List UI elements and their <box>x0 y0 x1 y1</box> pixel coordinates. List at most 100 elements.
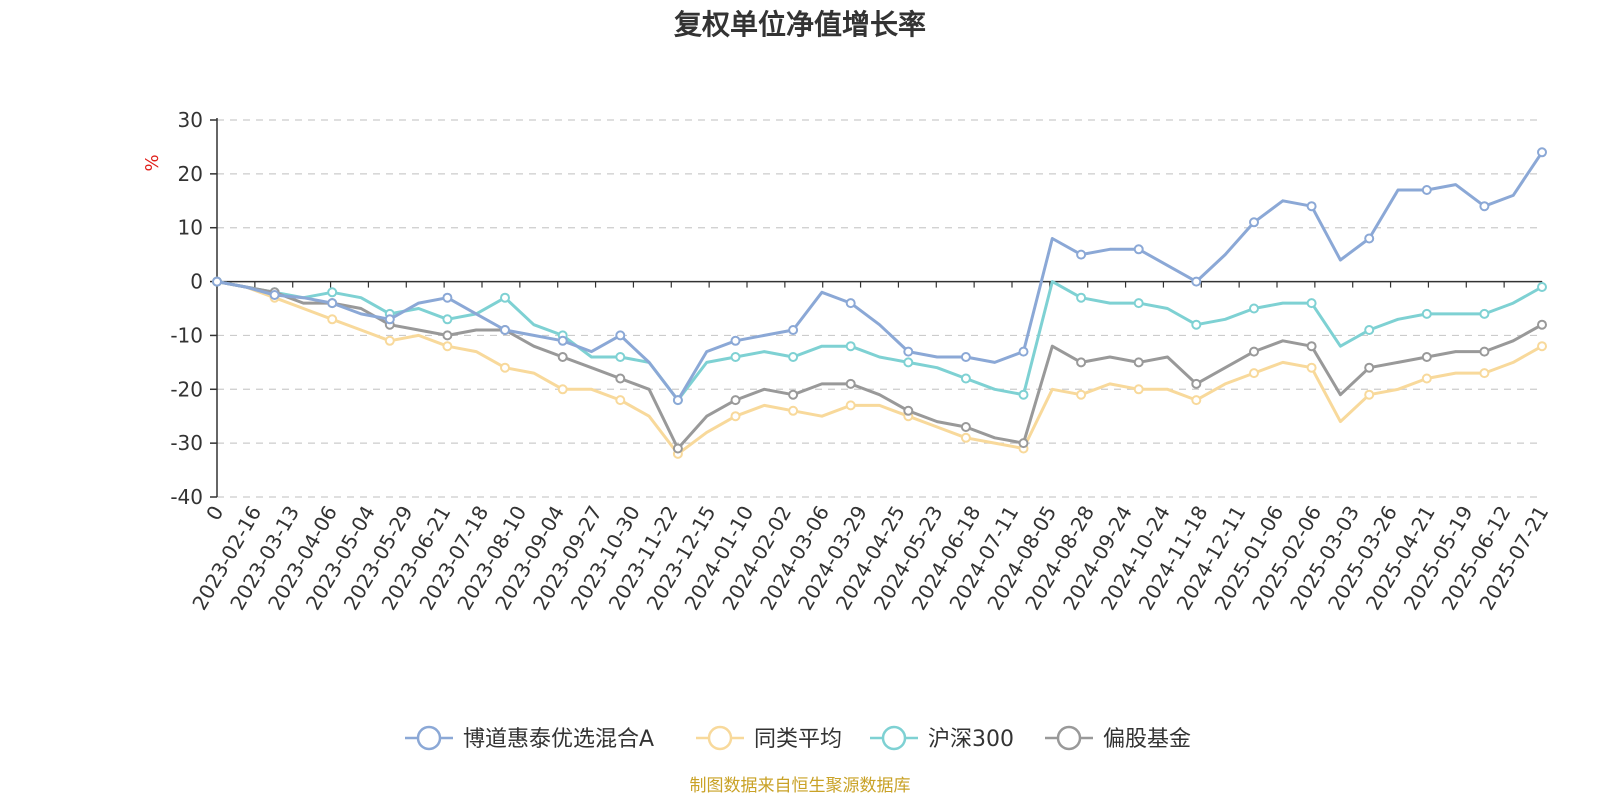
data-point <box>384 314 395 325</box>
x-axis-ticks: 02023-02-162023-03-132023-04-062023-05-0… <box>187 281 1553 614</box>
data-point <box>384 335 395 346</box>
data-point <box>1249 217 1259 228</box>
data-point <box>730 395 741 406</box>
data-point <box>442 292 453 303</box>
data-point <box>1364 362 1375 373</box>
data-point <box>1479 346 1490 357</box>
data-point <box>500 362 510 373</box>
data-point <box>500 292 510 303</box>
data-point <box>500 325 510 335</box>
data-point <box>672 443 683 454</box>
data-point <box>1133 244 1144 255</box>
data-point <box>1076 249 1087 260</box>
data-point <box>960 373 971 384</box>
data-point <box>615 395 626 406</box>
data-point <box>1191 395 1202 406</box>
x-tick-label: 0 <box>201 502 228 525</box>
data-point <box>1133 357 1144 368</box>
legend-item[interactable]: 偏股基金 <box>1045 725 1191 752</box>
data-point <box>442 341 453 352</box>
y-tick-label: 20 <box>178 162 203 186</box>
data-point <box>557 384 568 395</box>
data-point <box>672 395 683 406</box>
legend-label: 偏股基金 <box>1103 727 1191 752</box>
data-point <box>1479 308 1490 319</box>
data-point <box>1364 233 1375 244</box>
data-point <box>615 373 626 384</box>
data-point <box>1537 147 1547 158</box>
data-point <box>1076 389 1087 400</box>
series-line <box>216 151 1544 402</box>
chart-title: 复权单位净值增长率 <box>674 8 926 41</box>
legend-label: 博道惠泰优选混合A <box>463 727 654 752</box>
y-tick-label: -20 <box>170 377 203 401</box>
y-tick-label: -40 <box>170 485 203 509</box>
data-point <box>327 314 338 325</box>
data-point <box>1306 341 1317 352</box>
data-point <box>845 378 856 389</box>
legend[interactable]: 博道惠泰优选混合A 同类平均 沪深300 偏股基金 <box>405 725 1191 752</box>
data-point <box>327 298 338 309</box>
legend-label: 同类平均 <box>754 727 842 752</box>
data-point <box>1191 276 1202 287</box>
data-point <box>1249 346 1259 357</box>
data-point <box>269 290 280 300</box>
legend-marker <box>881 725 907 751</box>
data-point <box>1537 341 1547 352</box>
y-axis-label: % <box>142 154 163 171</box>
data-point <box>1133 298 1144 309</box>
series-line <box>216 280 1543 456</box>
data-point <box>1076 292 1087 303</box>
data-point <box>1018 438 1029 449</box>
data-point <box>1364 389 1375 400</box>
data-point <box>557 335 568 346</box>
y-tick-label: -30 <box>170 431 203 455</box>
data-point <box>1018 389 1029 400</box>
data-point <box>788 325 799 335</box>
legend-marker <box>416 725 442 751</box>
data-point <box>1249 303 1259 314</box>
data-point <box>960 432 971 443</box>
data-point <box>212 276 222 287</box>
data-point <box>1421 308 1432 319</box>
data-point <box>788 352 799 362</box>
data-point <box>1364 325 1375 335</box>
legend-label: 沪深300 <box>928 727 1014 752</box>
data-point <box>1537 282 1547 292</box>
axes <box>216 118 1542 497</box>
data-point <box>1421 373 1432 384</box>
y-tick-label: 0 <box>190 270 203 294</box>
data-point <box>1306 298 1317 309</box>
data-point <box>1306 201 1317 212</box>
data-point <box>442 330 453 341</box>
legend-item[interactable]: 同类平均 <box>696 725 842 752</box>
legend-item[interactable]: 沪深300 <box>870 725 1014 752</box>
data-point <box>730 411 741 422</box>
data-point <box>730 352 741 362</box>
series-lines <box>212 147 1547 459</box>
data-point <box>442 314 453 325</box>
legend-item[interactable]: 博道惠泰优选混合A <box>405 725 654 752</box>
series-line <box>216 280 1543 450</box>
data-point <box>730 335 741 346</box>
data-point <box>903 405 914 416</box>
data-point <box>960 352 971 362</box>
data-point <box>845 341 856 352</box>
series-line <box>216 280 1543 402</box>
data-point <box>903 357 914 368</box>
y-tick-label: 10 <box>178 216 203 240</box>
data-point <box>1421 352 1432 362</box>
data-point <box>1479 368 1490 379</box>
data-point <box>1306 362 1317 373</box>
data-point <box>557 352 568 362</box>
data-point <box>1479 201 1490 212</box>
data-source-note: 制图数据来自恒生聚源数据库 <box>690 776 911 796</box>
data-point <box>1537 319 1547 330</box>
data-point <box>1076 357 1087 368</box>
data-point <box>960 422 971 432</box>
data-point <box>1191 319 1202 330</box>
data-point <box>1421 185 1432 195</box>
legend-marker <box>707 725 733 751</box>
y-axis-ticks: 30 20 10 0 -10 -20 -30 -40 <box>170 108 217 509</box>
